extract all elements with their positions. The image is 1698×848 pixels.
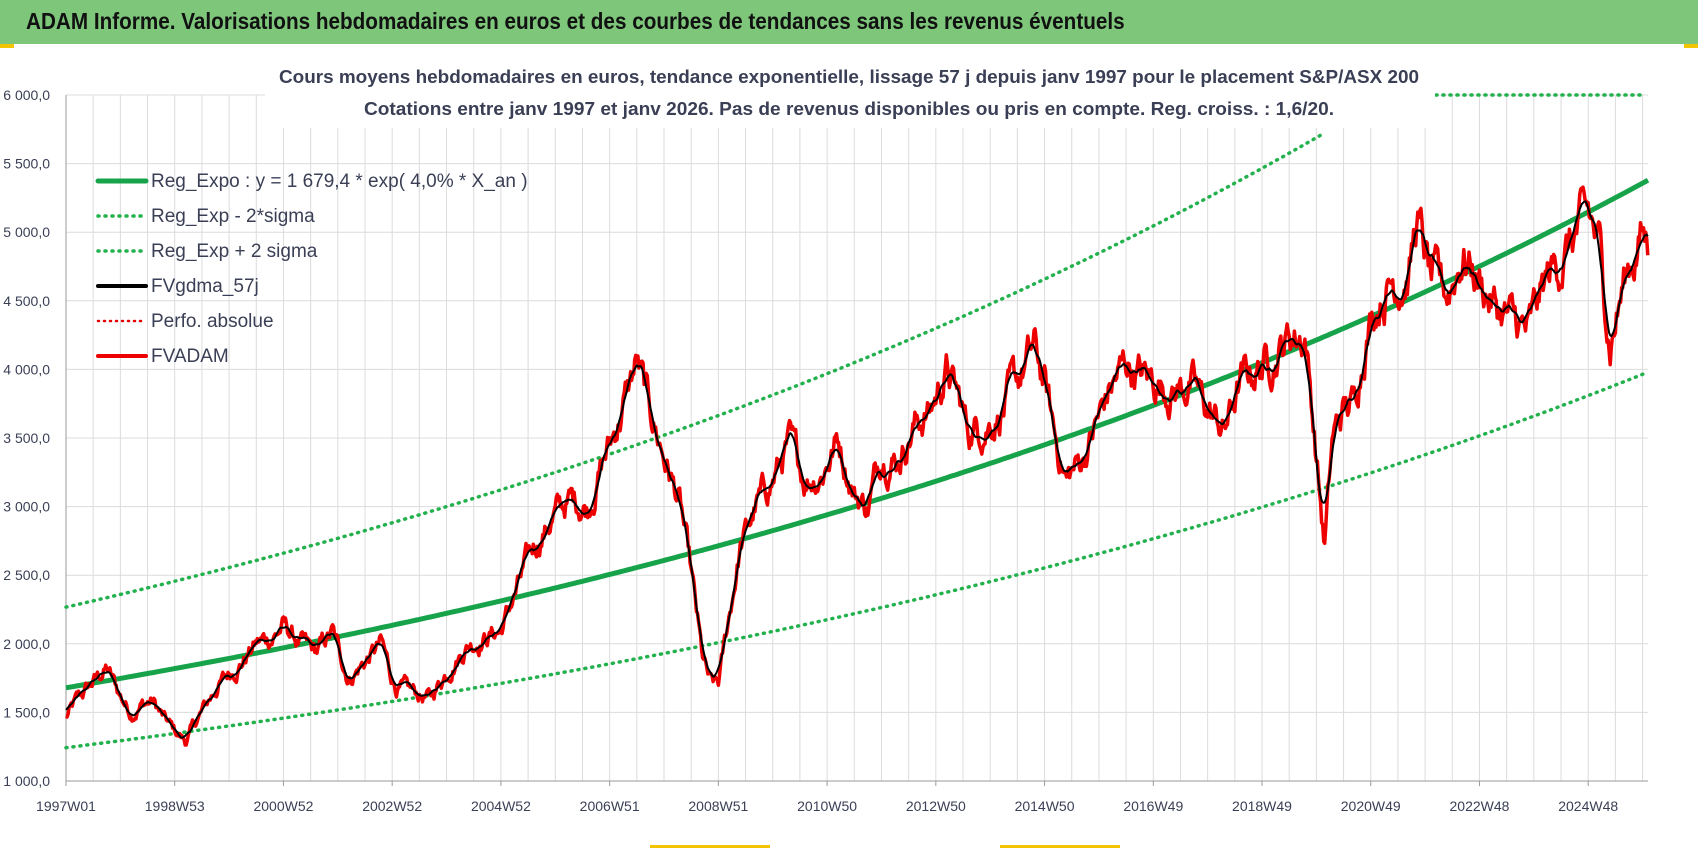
legend: Reg_Expo : y = 1 679,4 * exp( 4,0% * X_a… [95, 171, 528, 367]
legend-label-price: FVADAM [151, 346, 229, 367]
corner-mark-right [1684, 44, 1698, 48]
y-tick-label: 5 500,0 [3, 156, 50, 172]
x-tick-label: 2006W51 [580, 798, 640, 814]
y-tick-label: 2 500,0 [3, 567, 50, 583]
series-reg-exp-minus-2sigma [64, 370, 1650, 750]
x-tick-label: 2002W52 [362, 798, 422, 814]
x-tick-label: 2014W50 [1015, 798, 1075, 814]
bottom-mark-1 [650, 845, 770, 848]
legend-label-perf: Perfo. absolue [151, 311, 274, 332]
series-reg-exp-plus-2sigma [64, 132, 1324, 609]
y-tick-label: 1 500,0 [3, 704, 50, 720]
bottom-mark-2 [1000, 845, 1120, 848]
legend-label-band_high: Reg_Exp + 2 sigma [151, 241, 318, 262]
y-tick-label: 3 000,0 [3, 499, 50, 515]
x-tick-label: 2004W52 [471, 798, 531, 814]
chart-title-line: Cotations entre janv 1997 et janv 2026. … [364, 99, 1334, 119]
y-tick-label: 3 500,0 [3, 430, 50, 446]
x-tick-label: 2024W48 [1558, 798, 1618, 814]
x-tick-label: 2022W48 [1450, 798, 1510, 814]
x-tick-label: 2012W50 [906, 798, 966, 814]
series-fvadam [64, 185, 1650, 747]
corner-mark-left [0, 44, 14, 48]
chart-title-line: Cours moyens hebdomadaires en euros, ten… [279, 67, 1419, 87]
x-tick-label: 1998W53 [145, 798, 205, 814]
x-tick-label: 1997W01 [36, 798, 96, 814]
x-tick-label: 2020W49 [1341, 798, 1401, 814]
banner-title: ADAM Informe. Valorisations hebdomadaire… [26, 8, 1125, 34]
y-tick-label: 5 000,0 [3, 224, 50, 240]
x-tick-label: 2008W51 [688, 798, 748, 814]
x-tick-label: 2016W49 [1123, 798, 1183, 814]
legend-label-smooth: FVgdma_57j [151, 276, 259, 297]
y-tick-label: 6 000,0 [3, 87, 50, 103]
chart-title-background [265, 62, 1435, 128]
legend-label-trend: Reg_Expo : y = 1 679,4 * exp( 4,0% * X_a… [151, 171, 528, 192]
x-tick-label: 2010W50 [797, 798, 857, 814]
banner: ADAM Informe. Valorisations hebdomadaire… [0, 0, 1698, 44]
series-fvgdma-57j [65, 200, 1649, 739]
y-tick-label: 2 000,0 [3, 636, 50, 652]
x-tick-label: 2000W52 [253, 798, 313, 814]
y-tick-label: 4 000,0 [3, 361, 50, 377]
y-tick-label: 1 000,0 [3, 773, 50, 789]
x-tick-label: 2018W49 [1232, 798, 1292, 814]
y-tick-label: 4 500,0 [3, 293, 50, 309]
legend-label-band_low: Reg_Exp - 2*sigma [151, 206, 315, 227]
